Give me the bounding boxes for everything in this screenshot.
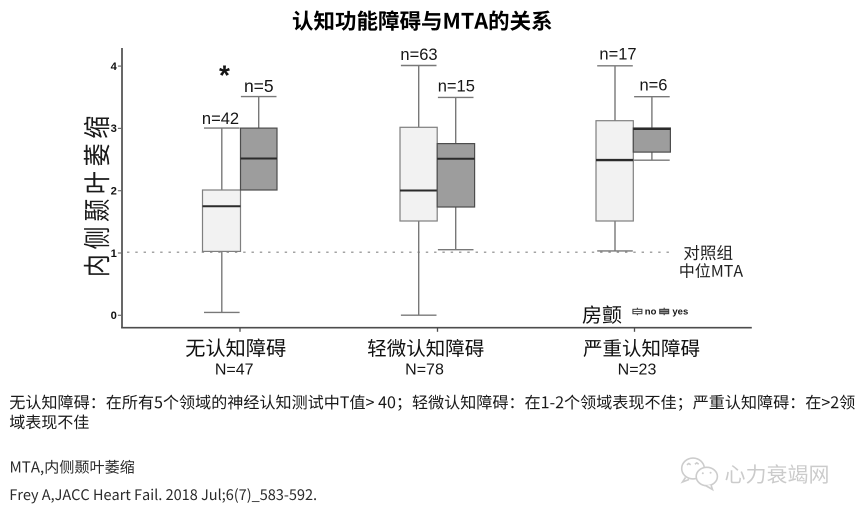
svg-text:2: 2: [111, 186, 117, 198]
svg-text:n=63: n=63: [400, 46, 437, 64]
svg-text:3: 3: [111, 123, 117, 135]
svg-text:yes: yes: [672, 307, 688, 318]
svg-text:1: 1: [111, 248, 117, 260]
svg-text:n=17: n=17: [599, 46, 636, 64]
svg-text:4: 4: [111, 61, 118, 73]
svg-text:*: *: [219, 60, 230, 91]
svg-text:N=23: N=23: [618, 361, 657, 378]
svg-text:n=42: n=42: [202, 110, 239, 128]
svg-text:n=5: n=5: [244, 76, 274, 96]
svg-text:N=78: N=78: [405, 361, 444, 378]
svg-text:no: no: [645, 307, 657, 318]
svg-text:0: 0: [111, 310, 117, 322]
svg-text:n=15: n=15: [438, 78, 475, 96]
svg-text:n=6: n=6: [640, 76, 668, 94]
svg-text:N=47: N=47: [215, 361, 254, 378]
